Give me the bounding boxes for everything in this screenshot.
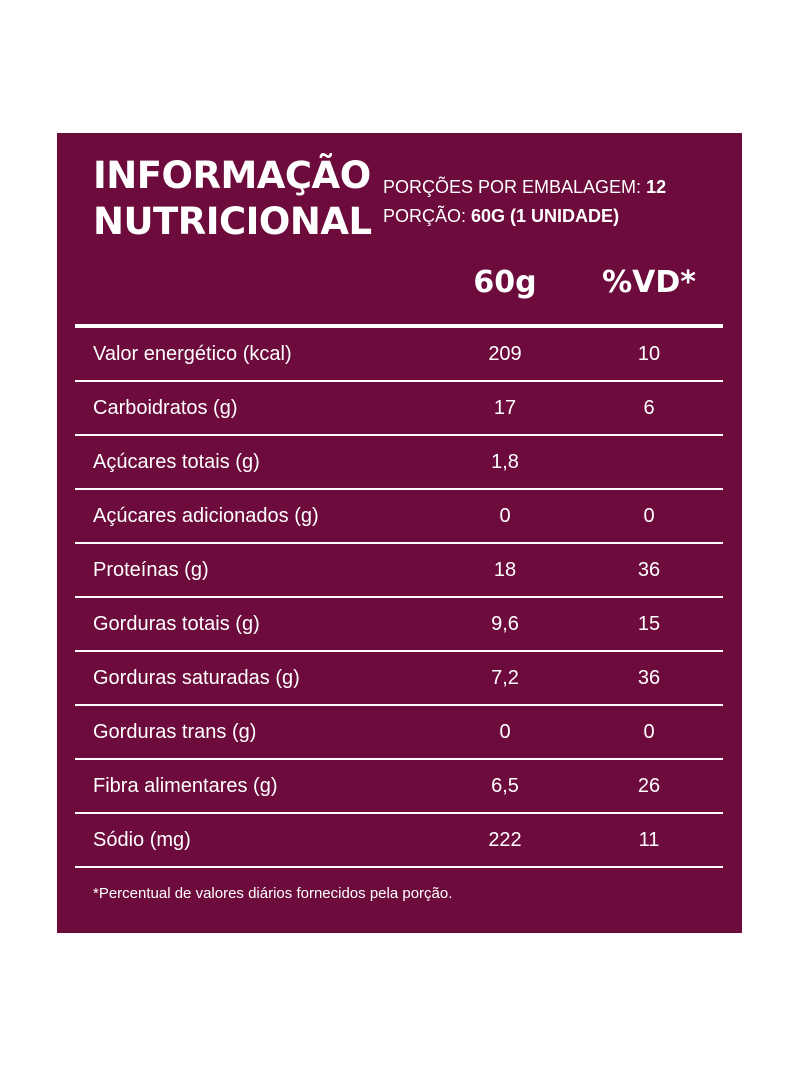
nutrient-amount: 0 xyxy=(499,505,511,527)
nutrient-amount: 7,2 xyxy=(491,667,519,689)
nutrient-amount: 9,6 xyxy=(491,613,519,635)
nutrient-amount: 18 xyxy=(493,559,517,581)
serving-info: PORÇÕES POR EMBALAGEM: 12 PORÇÃO: 60G (1… xyxy=(383,173,666,231)
nutrient-row: Açúcares adicionados (g) 0 0 xyxy=(75,490,723,544)
nutrient-daily-value: 6 xyxy=(643,397,655,419)
title-line-2: NUTRICIONAL xyxy=(93,200,372,243)
nutrient-amount: 222 xyxy=(488,829,522,851)
nutrient-amount: 17 xyxy=(493,397,517,419)
nutrient-row: Valor energético (kcal) 209 10 xyxy=(75,328,723,382)
nutrient-row: Fibra alimentares (g) 6,5 26 xyxy=(75,760,723,814)
title-line-1: INFORMAÇÃO xyxy=(93,154,371,197)
column-header-daily-value: %VD* xyxy=(602,265,696,300)
portion-value: 60G (1 UNIDADE) xyxy=(471,206,620,226)
nutrient-label: Gorduras trans (g) xyxy=(93,721,257,743)
nutrient-row: Proteínas (g) 18 36 xyxy=(75,544,723,598)
nutrient-label: Gorduras saturadas (g) xyxy=(93,667,300,689)
nutrient-row: Gorduras saturadas (g) 7,2 36 xyxy=(75,652,723,706)
nutrient-row: Sódio (mg) 222 11 xyxy=(75,814,723,868)
nutrient-daily-value: 0 xyxy=(643,721,655,743)
nutrient-daily-value: 36 xyxy=(637,559,661,581)
nutrient-daily-value: 26 xyxy=(637,775,661,797)
nutrient-label: Gorduras totais (g) xyxy=(93,613,260,635)
nutrient-label: Açúcares adicionados (g) xyxy=(93,505,319,527)
portions-label: PORÇÕES POR EMBALAGEM: xyxy=(383,177,642,197)
nutrient-label: Carboidratos (g) xyxy=(93,397,238,419)
nutrient-label: Fibra alimentares (g) xyxy=(93,775,278,797)
nutrient-daily-value: 15 xyxy=(637,613,661,635)
portion-label: PORÇÃO: xyxy=(383,206,467,226)
nutrient-amount: 209 xyxy=(488,343,522,365)
nutrition-title: INFORMAÇÃO NUTRICIONAL xyxy=(93,153,372,245)
portions-per-package: PORÇÕES POR EMBALAGEM: 12 xyxy=(383,173,666,202)
nutrient-daily-value: 11 xyxy=(638,829,660,851)
nutrient-daily-value: 10 xyxy=(637,343,661,365)
nutrient-row: Gorduras totais (g) 9,6 15 xyxy=(75,598,723,652)
nutrition-facts-panel: INFORMAÇÃO NUTRICIONAL PORÇÕES POR EMBAL… xyxy=(57,133,742,933)
header-divider xyxy=(75,324,723,328)
nutrient-daily-value: 36 xyxy=(637,667,661,689)
nutrient-table: Valor energético (kcal) 209 10 Carboidra… xyxy=(75,328,723,868)
nutrient-label: Sódio (mg) xyxy=(93,829,191,851)
nutrient-row: Gorduras trans (g) 0 0 xyxy=(75,706,723,760)
column-header-amount: 60g xyxy=(473,265,537,300)
nutrient-label: Açúcares totais (g) xyxy=(93,451,260,473)
nutrient-row: Açúcares totais (g) 1,8 xyxy=(75,436,723,490)
nutrient-label: Proteínas (g) xyxy=(93,559,209,581)
nutrient-daily-value: 0 xyxy=(643,505,655,527)
nutrient-amount: 6,5 xyxy=(491,775,519,797)
nutrient-row: Carboidratos (g) 17 6 xyxy=(75,382,723,436)
portions-value: 12 xyxy=(646,177,667,197)
portion-size: PORÇÃO: 60G (1 UNIDADE) xyxy=(383,202,666,231)
nutrient-label: Valor energético (kcal) xyxy=(93,343,292,365)
footnote: *Percentual de valores diários fornecido… xyxy=(93,885,453,902)
nutrient-amount: 1,8 xyxy=(491,451,519,473)
nutrient-amount: 0 xyxy=(499,721,511,743)
